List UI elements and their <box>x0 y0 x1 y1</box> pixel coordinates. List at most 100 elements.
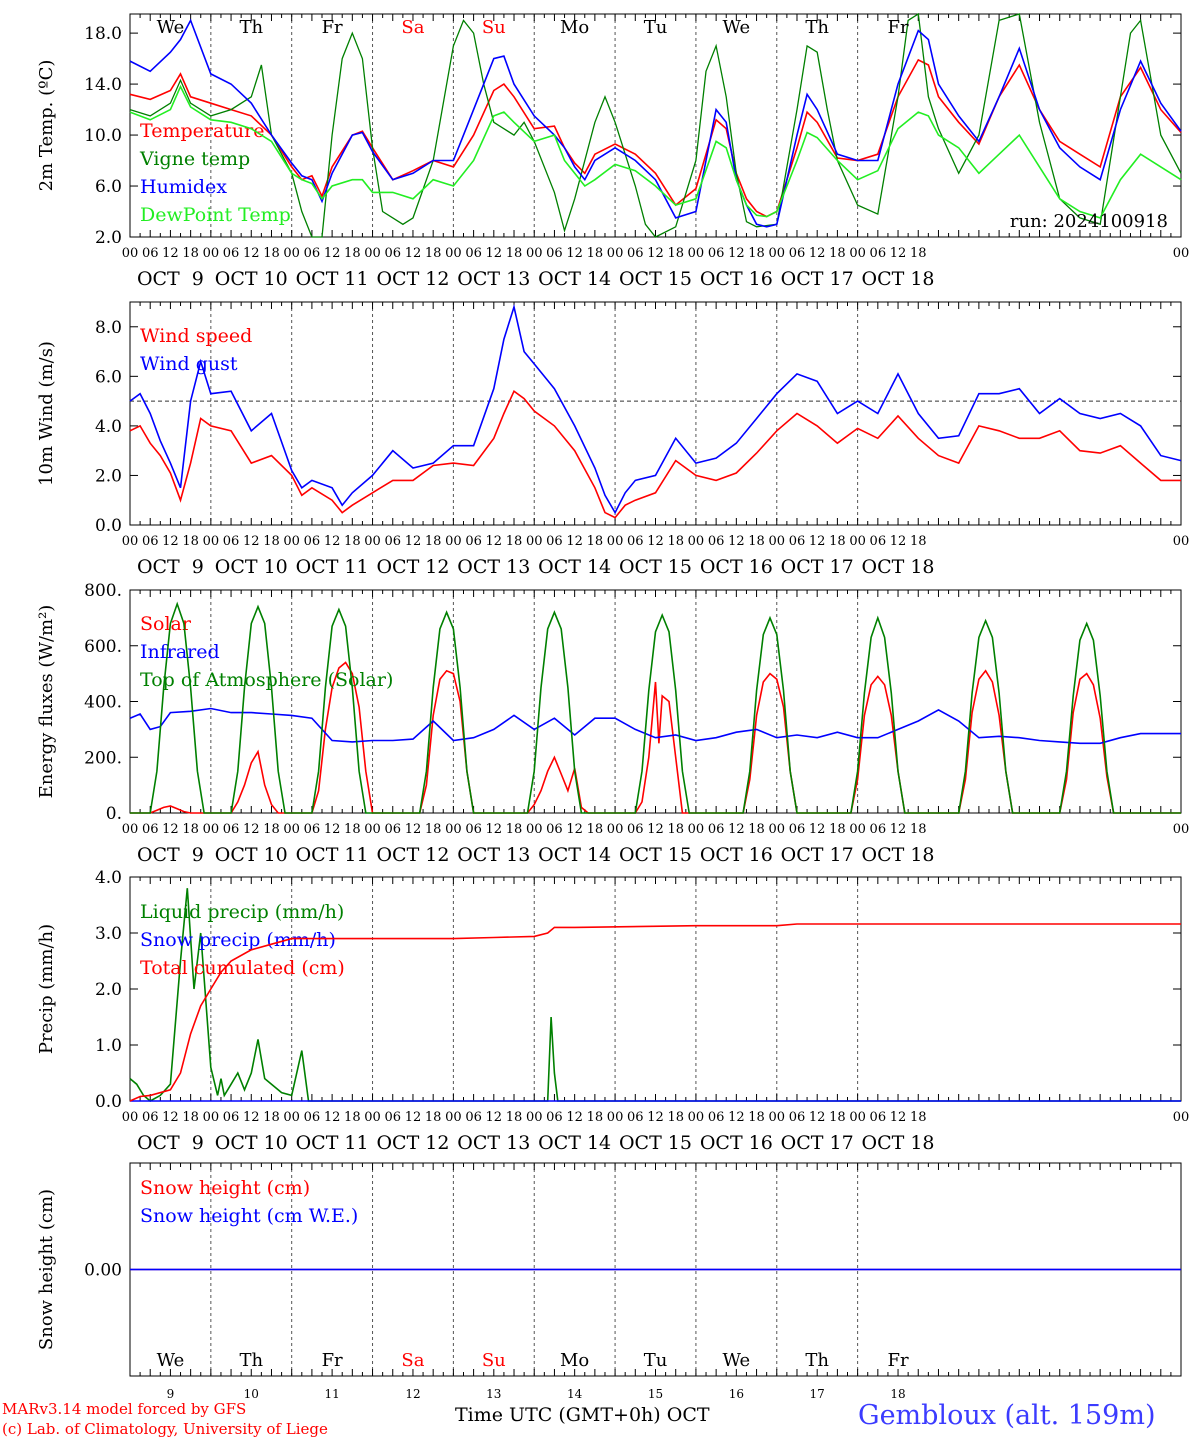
hour-tick-label: 06 <box>465 534 482 549</box>
hour-tick-label: 12 <box>809 1110 826 1125</box>
hour-tick-label: 12 <box>728 822 745 837</box>
hour-tick-label: 00 <box>364 246 381 261</box>
hour-tick-label: 12 <box>890 246 907 261</box>
date-label: OCT 16 <box>700 1132 773 1154</box>
y-tick-label: 6.0 <box>95 177 122 197</box>
date-label: OCT 14 <box>538 1132 611 1154</box>
lab-credit: (c) Lab. of Climatology, University of L… <box>2 1420 328 1438</box>
hour-tick-label: 06 <box>546 246 563 261</box>
hour-tick-label: 00 <box>364 822 381 837</box>
hour-tick-label: 18 <box>263 534 280 549</box>
hour-tick-label: 06 <box>465 1110 482 1125</box>
hour-tick-label: 00 <box>445 1110 462 1125</box>
hour-tick-label: 18 <box>829 534 846 549</box>
series-line <box>129 58 1182 218</box>
weekday-label: We <box>157 17 185 38</box>
hour-tick-label: 00 <box>1173 534 1190 549</box>
date-label: OCT 15 <box>619 268 692 290</box>
legend-entry: Wind speed <box>140 325 252 347</box>
legend-entry: Liquid precip (mm/h) <box>140 901 344 923</box>
hour-tick-label: 18 <box>182 246 199 261</box>
date-label: OCT 17 <box>781 268 854 290</box>
series-line <box>129 303 1182 515</box>
y-axis-label: 10m Wind (m/s) <box>36 341 57 486</box>
day-number-label: 10 <box>244 1387 259 1401</box>
hour-tick-label: 18 <box>587 1110 604 1125</box>
y-tick-label: 0.0 <box>95 516 122 536</box>
hour-tick-label: 18 <box>667 534 684 549</box>
date-label: OCT 10 <box>215 1132 288 1154</box>
hour-tick-label: 12 <box>324 822 341 837</box>
y-tick-label: 3.0 <box>95 924 122 944</box>
hour-tick-label: 12 <box>405 822 422 837</box>
hour-tick-label: 18 <box>425 822 442 837</box>
day-number-label: 17 <box>810 1387 825 1401</box>
weekday-label: Fr <box>887 1350 908 1371</box>
hour-tick-label: 18 <box>344 534 361 549</box>
run-annotation: run: 2024100918 <box>1010 211 1168 232</box>
hour-tick-label: 06 <box>223 822 240 837</box>
hour-tick-label: 06 <box>870 534 887 549</box>
hour-tick-label: 00 <box>1173 246 1190 261</box>
weekday-label: Mo <box>560 17 589 38</box>
weekday-label: Mo <box>560 1350 589 1371</box>
hour-tick-label: 12 <box>566 534 583 549</box>
hour-tick-label: 12 <box>162 822 179 837</box>
hour-tick-label: 00 <box>607 1110 624 1125</box>
hour-tick-label: 18 <box>829 822 846 837</box>
hour-tick-label: 00 <box>203 1110 220 1125</box>
y-tick-label: 0.00 <box>84 1261 122 1281</box>
hour-tick-label: 18 <box>182 1110 199 1125</box>
hour-tick-label: 06 <box>546 534 563 549</box>
hour-tick-label: 06 <box>384 534 401 549</box>
hour-tick-label: 18 <box>587 534 604 549</box>
hour-tick-label: 18 <box>182 534 199 549</box>
y-axis-label: Energy fluxes (W/m²) <box>36 605 57 799</box>
date-label: OCT 16 <box>700 844 773 866</box>
hour-tick-label: 12 <box>728 534 745 549</box>
date-label: OCT 13 <box>457 1132 530 1154</box>
hour-tick-label: 12 <box>324 534 341 549</box>
hour-tick-label: 06 <box>627 534 644 549</box>
station-name: Gembloux (alt. 159m) <box>858 1400 1156 1431</box>
hour-tick-label: 18 <box>587 822 604 837</box>
weekday-label: Th <box>805 1350 829 1371</box>
date-label: OCT 11 <box>296 268 369 290</box>
hour-tick-label: 18 <box>425 534 442 549</box>
date-label: OCT 16 <box>700 268 773 290</box>
y-tick-label: 14.0 <box>84 75 122 95</box>
series-line <box>129 84 1182 219</box>
hour-tick-label: 18 <box>748 822 765 837</box>
hour-tick-label: 18 <box>263 822 280 837</box>
hour-tick-label: 18 <box>344 1110 361 1125</box>
hour-tick-label: 12 <box>243 534 260 549</box>
hour-tick-label: 00 <box>122 822 139 837</box>
legend-entry: Infrared <box>140 641 220 663</box>
hour-tick-label: 00 <box>526 246 543 261</box>
hour-tick-label: 06 <box>223 534 240 549</box>
hour-tick-label: 06 <box>223 246 240 261</box>
hour-tick-label: 06 <box>627 246 644 261</box>
hour-tick-label: 00 <box>768 1110 785 1125</box>
day-number-label: 13 <box>486 1387 501 1401</box>
hour-tick-label: 18 <box>910 822 927 837</box>
hour-tick-label: 06 <box>708 534 725 549</box>
hour-tick-label: 00 <box>203 822 220 837</box>
hour-tick-label: 06 <box>304 534 321 549</box>
hour-tick-label: 18 <box>506 822 523 837</box>
y-axis-label: Precip (mm/h) <box>36 924 57 1054</box>
y-tick-label: 8.0 <box>95 318 122 338</box>
hour-tick-label: 12 <box>486 534 503 549</box>
y-tick-label: 4.0 <box>95 868 122 888</box>
hour-tick-label: 18 <box>910 1110 927 1125</box>
hour-tick-label: 12 <box>647 534 664 549</box>
month-label: OCT <box>666 1404 710 1426</box>
date-label: OCT 14 <box>538 268 611 290</box>
time-utc-label: Time UTC (GMT+0h) <box>455 1404 661 1426</box>
hour-tick-label: 00 <box>526 822 543 837</box>
day-number-label: 9 <box>167 1387 175 1401</box>
hour-tick-label: 06 <box>870 246 887 261</box>
hour-tick-label: 06 <box>304 1110 321 1125</box>
hour-tick-label: 12 <box>405 1110 422 1125</box>
hour-tick-label: 00 <box>849 1110 866 1125</box>
